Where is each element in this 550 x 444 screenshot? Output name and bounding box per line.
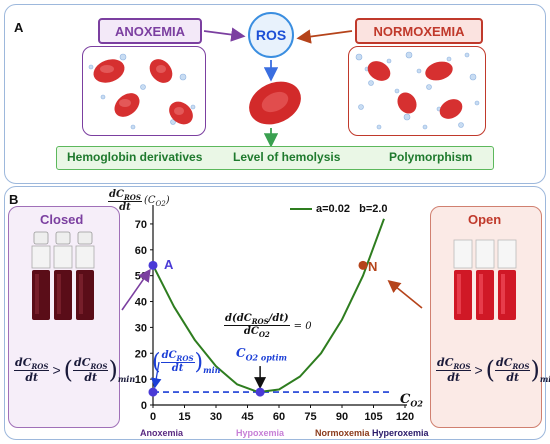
deriv-num-end: /dt) (268, 313, 289, 324)
chart-point-marker-2 (255, 387, 265, 397)
min-callout-sub: min (203, 365, 221, 375)
closed-lhs-num-sub: ROS (31, 362, 49, 372)
open-label: Open (468, 212, 502, 227)
open-vials-illustration (453, 239, 517, 320)
closed-label: Closed (40, 212, 84, 227)
min-derivative-callout: ( dCROS dt ) min (152, 350, 221, 375)
open-lhs-num: dC (437, 355, 454, 369)
anoxemia-cells-illustration (88, 53, 196, 130)
y-tick-label: 30 (135, 322, 147, 334)
x-tick-label: 120 (396, 411, 414, 423)
chart-point-a (148, 260, 158, 270)
ylabel-num: dC (109, 189, 124, 200)
closed-rhs-den: dt (84, 371, 98, 385)
y-tick-label: 10 (135, 374, 147, 386)
normoxemia-label: NORMOXEMIA (355, 18, 483, 44)
region-normoxemia: Normoxemia (315, 428, 370, 438)
open-lhs-num-sub: ROS (453, 362, 471, 372)
closed-vials-illustration (31, 231, 95, 320)
deriv-eq: = 0 (293, 320, 312, 332)
closed-rhs-num-sub: ROS (90, 362, 108, 372)
panel-b-letter: B (9, 192, 19, 207)
optim-c: C (236, 346, 246, 360)
closed-to-a-arrow (121, 268, 151, 311)
panel-a-letter: A (14, 20, 24, 35)
xlabel-sub: O2 (410, 398, 423, 409)
curve-parameters: a=0.02 b=2.0 (316, 203, 388, 215)
closed-rhs-num: dC (74, 355, 91, 369)
outcome-hemoglobin-derivatives: Hemoglobin derivatives (67, 150, 203, 164)
ylabel-num-sub: ROS (123, 193, 141, 202)
x-tick-label: 15 (178, 411, 190, 423)
open-lhs-den: dt (447, 371, 461, 385)
y-tick-label: 20 (135, 348, 147, 360)
derivative-equation: d(dCROS/dt) dCO2 = 0 (224, 314, 312, 338)
x-tick-label: 75 (304, 411, 316, 423)
min-callout-arrow (151, 361, 162, 389)
curve-legend: a=0.02 b=2.0 (290, 203, 388, 215)
min-callout-den: dt (171, 363, 184, 374)
open-to-n-arrow (387, 279, 423, 309)
panel-a-arrows (203, 27, 353, 148)
x-tick-label: 30 (210, 411, 222, 423)
closed-lhs-num: dC (15, 355, 32, 369)
chart-point-marker-3 (148, 387, 158, 397)
ylabel-paren: (C (143, 195, 156, 206)
x-tick-label: 60 (273, 411, 285, 423)
deriv-den-sub: O2 (258, 330, 270, 339)
legend-line-swatch (290, 208, 312, 210)
chart-point-n (358, 260, 368, 270)
y-tick-label: 40 (135, 297, 147, 309)
normoxemia-cells-illustration (355, 51, 480, 130)
open-rhs-num-sub: ROS (512, 362, 530, 372)
y-tick-label: 0 (141, 400, 147, 412)
point-n-label: N (368, 259, 378, 274)
y-tick-label: 70 (135, 219, 147, 231)
anoxemia-cells-box (82, 46, 206, 136)
ros-curve-line (152, 218, 385, 394)
x-tick-label: 0 (150, 411, 156, 423)
open-gt: > (474, 362, 483, 378)
deriv-num-sub: ROS (251, 317, 269, 326)
x-tick-label: 90 (336, 411, 348, 423)
optim-sub: O2 optim (245, 352, 288, 363)
ylabel-close: ) (165, 195, 170, 206)
closed-min-sub: min (117, 374, 136, 384)
anoxemia-label: ANOXEMIA (98, 18, 202, 44)
x-axis-label: CO2 (400, 392, 423, 409)
region-anoxemia: Anoxemia (140, 428, 184, 438)
deriv-den: dC (243, 326, 259, 337)
ylabel-paren-sub: O2 (155, 200, 166, 208)
closed-inequality: dCROS dt > ( dCROS dt ) min (14, 355, 136, 385)
point-a-label: A (164, 257, 174, 272)
y-tick-label: 60 (135, 245, 147, 257)
ros-circle: ROS (248, 12, 294, 58)
center-cell-illustration (249, 81, 301, 125)
outcomes-bar: Hemoglobin derivatives Level of hemolysi… (56, 146, 494, 170)
xlabel-c: C (400, 392, 411, 407)
region-hyperoxemia: Hyperoxemia (372, 428, 429, 438)
y-axis-label: dCROS dt (CO2) (108, 190, 170, 213)
open-rhs-num: dC (496, 355, 513, 369)
min-callout-num: dC (161, 350, 177, 361)
x-tick-label: 105 (364, 411, 382, 423)
outcome-level-of-hemolysis: Level of hemolysis (233, 150, 341, 164)
deriv-num: d(dC (225, 313, 252, 324)
ylabel-den: dt (119, 202, 131, 213)
x-tick-label: 45 (241, 411, 253, 423)
closed-gt: > (52, 362, 61, 378)
region-hypoxemia: Hypoxemia (236, 428, 285, 438)
normoxemia-cells-box (348, 46, 486, 136)
closed-lhs-den: dt (25, 371, 39, 385)
min-callout-num-sub: ROS (176, 354, 194, 363)
open-min-sub: min (539, 374, 550, 384)
co2-optim-label: CO2 optim (236, 346, 287, 362)
outcome-polymorphism: Polymorphism (389, 150, 473, 164)
open-rhs-den: dt (506, 371, 520, 385)
